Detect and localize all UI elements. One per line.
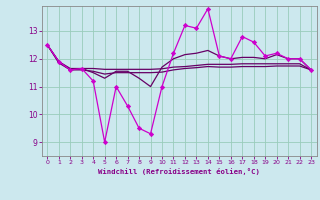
X-axis label: Windchill (Refroidissement éolien,°C): Windchill (Refroidissement éolien,°C) [98,168,260,175]
